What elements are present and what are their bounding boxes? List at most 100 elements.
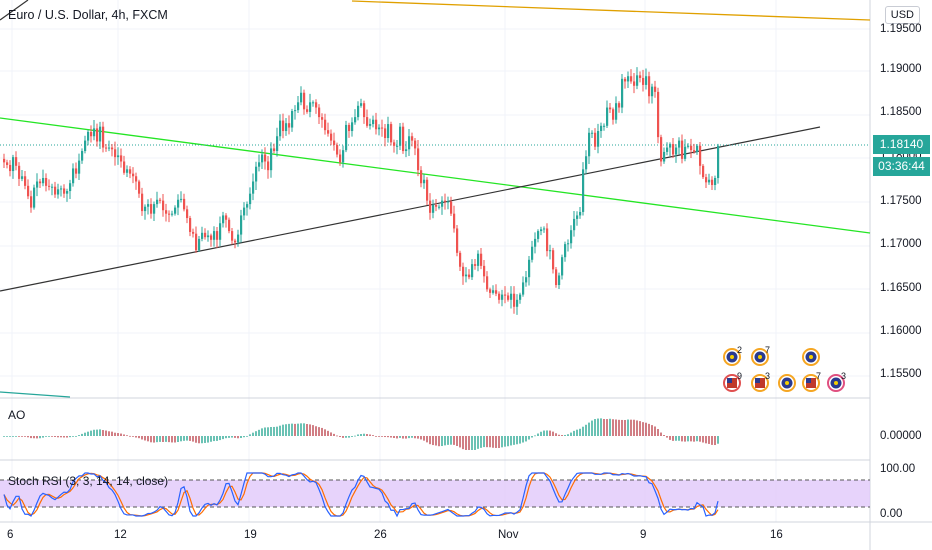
candle-body — [174, 207, 177, 214]
green-trend-line[interactable] — [0, 117, 871, 234]
ao-bar — [279, 425, 281, 436]
ao-bar — [402, 436, 404, 439]
black-trend-line-top[interactable] — [0, 0, 29, 21]
ao-bar — [378, 436, 380, 437]
ao-bar — [327, 430, 329, 436]
candle-body — [708, 179, 711, 183]
candle-body — [615, 103, 618, 120]
candle-body — [60, 188, 63, 190]
candle-body — [681, 140, 684, 159]
candle-body — [600, 125, 603, 132]
events-marker-group[interactable]: 2 7 9 3 7 3 — [723, 345, 846, 392]
ao-bar — [591, 420, 593, 436]
candle-body — [486, 276, 489, 290]
ao-bar — [411, 436, 413, 438]
ao-bar — [672, 436, 674, 441]
candle-body — [270, 148, 273, 171]
ao-bar — [456, 436, 458, 447]
stoch-rsi-indicator-label[interactable]: Stoch RSI (3, 3, 14, 14, close) — [8, 474, 169, 488]
candle-body — [108, 147, 111, 149]
ao-bar — [213, 436, 215, 442]
candle-body — [15, 157, 18, 166]
candle-body — [66, 191, 69, 194]
ao-bar — [153, 436, 155, 443]
ao-bar — [510, 436, 512, 446]
orange-trend-line[interactable] — [351, 0, 871, 21]
ao-bar — [435, 436, 437, 446]
candle-body — [42, 178, 45, 184]
ao-bar — [693, 436, 695, 442]
ao-bar — [273, 426, 275, 436]
ao-bar — [114, 432, 116, 436]
candle-body — [432, 204, 435, 213]
candle-body — [693, 150, 696, 152]
candle-body — [348, 124, 351, 132]
eu-flag-icon[interactable] — [723, 348, 741, 366]
time-axis-label: 12 — [114, 529, 127, 541]
candle-body — [237, 234, 240, 243]
candle-body — [255, 166, 258, 182]
candle-body — [267, 161, 270, 171]
candle-body — [474, 264, 477, 266]
ao-bar — [519, 436, 521, 444]
black-trend-line[interactable] — [0, 126, 821, 292]
candle-body — [6, 162, 9, 165]
ao-bar — [495, 436, 497, 448]
ao-bar — [555, 433, 557, 436]
ao-bar — [558, 434, 560, 436]
ao-bar — [429, 436, 431, 445]
candle-body — [444, 200, 447, 202]
candle-body — [165, 210, 168, 214]
currency-button[interactable]: USD — [884, 6, 920, 24]
ao-indicator-label[interactable]: AO — [8, 408, 26, 422]
ao-bar — [381, 436, 383, 437]
candle-body — [573, 218, 576, 231]
candle-body — [660, 137, 663, 162]
ao-bar — [186, 436, 188, 441]
eu-flag-icon[interactable] — [802, 348, 820, 366]
us-flag-icon[interactable] — [751, 374, 769, 392]
us-flag-icon[interactable] — [723, 374, 741, 392]
us-flag-icon[interactable] — [802, 374, 820, 392]
ao-bar — [33, 436, 35, 439]
ao-bar — [423, 436, 425, 441]
ao-bar — [321, 427, 323, 436]
teal-line-bottom[interactable] — [0, 391, 71, 398]
candle-body — [510, 293, 513, 300]
candle-body — [387, 124, 390, 138]
candle-body — [495, 290, 498, 294]
candle-body — [24, 176, 27, 186]
candle-body — [594, 132, 597, 147]
ao-bar — [129, 435, 131, 437]
candle-body — [588, 132, 591, 157]
candle-body — [507, 295, 510, 300]
symbol-title[interactable]: Euro / U.S. Dollar, 4h, FXCM — [8, 8, 168, 22]
ao-bar — [372, 435, 374, 436]
candle-body — [633, 81, 636, 86]
candle-body — [420, 170, 423, 184]
candle-body — [324, 119, 327, 131]
ao-bar — [324, 429, 326, 436]
candle-body — [627, 76, 630, 82]
ao-bar — [45, 436, 47, 437]
ao-bar — [675, 436, 677, 441]
candle-body — [714, 178, 717, 185]
candle-body — [552, 250, 555, 270]
ao-bar — [330, 432, 332, 436]
ao-bar — [450, 436, 452, 445]
ao-bar — [150, 436, 152, 443]
candle-body — [279, 120, 282, 137]
candle-body — [63, 188, 66, 194]
candle-body — [543, 228, 546, 230]
ao-bar — [687, 436, 689, 442]
eu-flag-icon[interactable] — [751, 348, 769, 366]
ao-bar — [513, 436, 515, 445]
ao-bar — [486, 436, 488, 448]
candle-body — [711, 179, 714, 185]
candle-body — [150, 204, 153, 214]
ao-bar — [309, 424, 311, 436]
eu-flag-icon[interactable] — [778, 374, 796, 392]
eu-flag-icon[interactable] — [827, 374, 845, 392]
candle-body — [441, 200, 444, 207]
